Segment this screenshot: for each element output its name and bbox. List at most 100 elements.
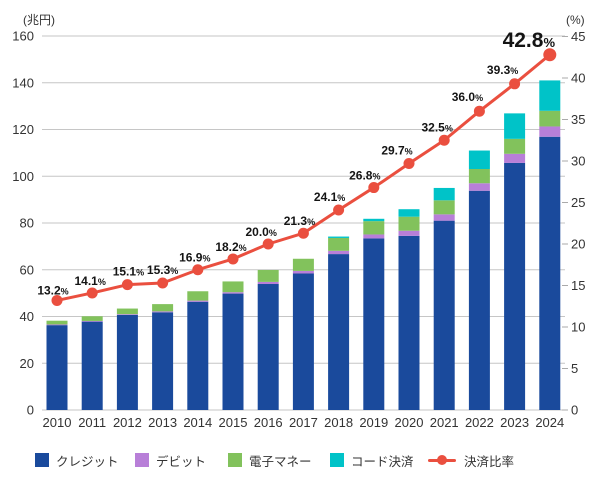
left-axis-tick-label: 60 (20, 262, 34, 277)
ratio-value-label: 15.3% (147, 263, 178, 277)
legend-item-emoney: 電子マネー (228, 452, 312, 469)
ratio-value-label: 14.1% (75, 274, 106, 288)
ratio-dot (297, 227, 309, 239)
chart-plot-area: 13.2% 14.1% 15.1% 15.3%16.9% 18.2%20.0% 21.3%… (12, 29, 585, 431)
bar-segment-2017 (292, 270, 314, 274)
ratio-value-label: 16.9% (179, 251, 210, 265)
left-axis-tick-label: 40 (20, 309, 34, 324)
right-axis-unit-label: (%) (566, 13, 585, 27)
bar-segment-2020 (398, 230, 420, 236)
bar-segment-2021 (433, 200, 455, 215)
year-label: 2021 (430, 415, 459, 430)
legend-label: 電子マネー (249, 454, 312, 469)
bar-segment-2023 (504, 113, 526, 139)
bar-segment-2015 (222, 281, 244, 293)
bar-segment-2010 (46, 325, 68, 410)
bar-segment-2018 (328, 236, 350, 238)
legend-item-code: コード決済 (330, 452, 414, 469)
left-axis-tick-label: 20 (20, 356, 34, 371)
bar-segment-2010 (46, 324, 68, 326)
ratio-value-label: 13.2% (37, 283, 68, 297)
year-label: 2017 (289, 415, 318, 430)
ratio-value-label: 24.1% (314, 190, 345, 204)
bar-segment-2021 (433, 220, 455, 410)
right-axis-tick-label: 0 (571, 403, 578, 418)
bar-segment-2023 (504, 162, 526, 410)
legend-item-credit: クレジット (35, 452, 119, 469)
year-label: 2024 (535, 415, 564, 430)
credit-swatch-icon (35, 453, 49, 467)
bar-segment-2011 (81, 316, 103, 321)
ratio-dot (403, 157, 415, 169)
bar-segment-2012 (116, 314, 138, 315)
left-axis-unit-label: (兆円) (23, 13, 55, 27)
chart-legend: クレジット デビット 電子マネー コード決済 決済比率 (0, 450, 600, 476)
ratio-dot (509, 78, 521, 90)
bar-segment-2019 (363, 234, 385, 239)
bar-segment-2019 (363, 218, 385, 222)
ratio-value-label: 20.0% (246, 225, 277, 239)
ratio-dot (543, 48, 557, 62)
bar-segment-2024 (539, 126, 561, 137)
bar-segment-2019 (363, 238, 385, 410)
ratio-value-label: 32.5% (422, 120, 453, 134)
bar-segment-2020 (398, 216, 420, 231)
year-label: 2016 (254, 415, 283, 430)
bar-segment-2014 (187, 300, 209, 302)
bar-segment-2013 (152, 312, 174, 410)
bar-segment-2014 (187, 291, 209, 301)
bar-segment-2023 (504, 153, 526, 163)
ratio-value-label: 26.8% (349, 169, 380, 183)
left-axis-tick-label: 0 (27, 403, 34, 418)
debit-swatch-icon (135, 453, 149, 467)
bar-segment-2016 (257, 284, 279, 410)
emoney-swatch-icon (228, 453, 242, 467)
bar-segment-2020 (398, 235, 420, 410)
bar-segment-2021 (433, 214, 455, 221)
legend-label: デビット (156, 454, 207, 469)
ratio-dot (438, 134, 450, 146)
bar-segment-2022 (468, 190, 490, 410)
ratio-dot (368, 182, 380, 194)
left-axis-tick-label: 140 (12, 75, 34, 90)
bar-segment-2019 (363, 221, 385, 235)
bar-segment-2021 (433, 187, 455, 201)
bar-segment-2018 (328, 254, 350, 410)
bar-segment-2017 (292, 258, 314, 271)
bar-segment-2016 (257, 269, 279, 282)
bar-segment-2016 (257, 281, 279, 285)
bar-segment-2024 (539, 110, 561, 127)
ratio-value-label: 36.0% (452, 90, 483, 104)
right-axis-tick-label: 20 (571, 237, 585, 252)
year-label: 2023 (500, 415, 529, 430)
ratio-value-label: 39.3% (487, 63, 518, 77)
year-label: 2019 (359, 415, 388, 430)
left-axis-tick-label: 120 (12, 122, 34, 137)
left-axis-tick-label: 160 (12, 29, 34, 44)
bar-segment-2012 (116, 314, 138, 410)
year-label: 2015 (219, 415, 248, 430)
bar-segment-2012 (116, 308, 138, 315)
year-label: 2011 (78, 415, 106, 430)
legend-label: コード決済 (351, 454, 414, 469)
year-label: 2013 (148, 415, 177, 430)
right-axis-tick-label: 10 (571, 320, 585, 335)
bar-segment-2022 (468, 169, 490, 184)
bar-segment-2018 (328, 237, 350, 251)
right-axis-tick-label: 40 (571, 71, 585, 86)
ratio-dot (86, 287, 98, 299)
left-axis-tick-label: 100 (12, 169, 34, 184)
bar-segment-2024 (539, 80, 561, 111)
ratio-dot (121, 279, 133, 291)
right-axis-tick-label: 30 (571, 154, 585, 169)
bar-segment-2011 (81, 320, 103, 322)
bar-segment-2018 (328, 250, 350, 255)
right-axis-tick-label: 45 (571, 29, 585, 44)
bar-segment-2022 (468, 183, 490, 191)
right-axis-tick-label: 35 (571, 112, 585, 127)
bar-segment-2015 (222, 293, 244, 410)
left-axis-tick-label: 80 (20, 216, 34, 231)
code-swatch-icon (330, 453, 344, 467)
legend-item-ratio-line: 決済比率 (428, 452, 514, 469)
